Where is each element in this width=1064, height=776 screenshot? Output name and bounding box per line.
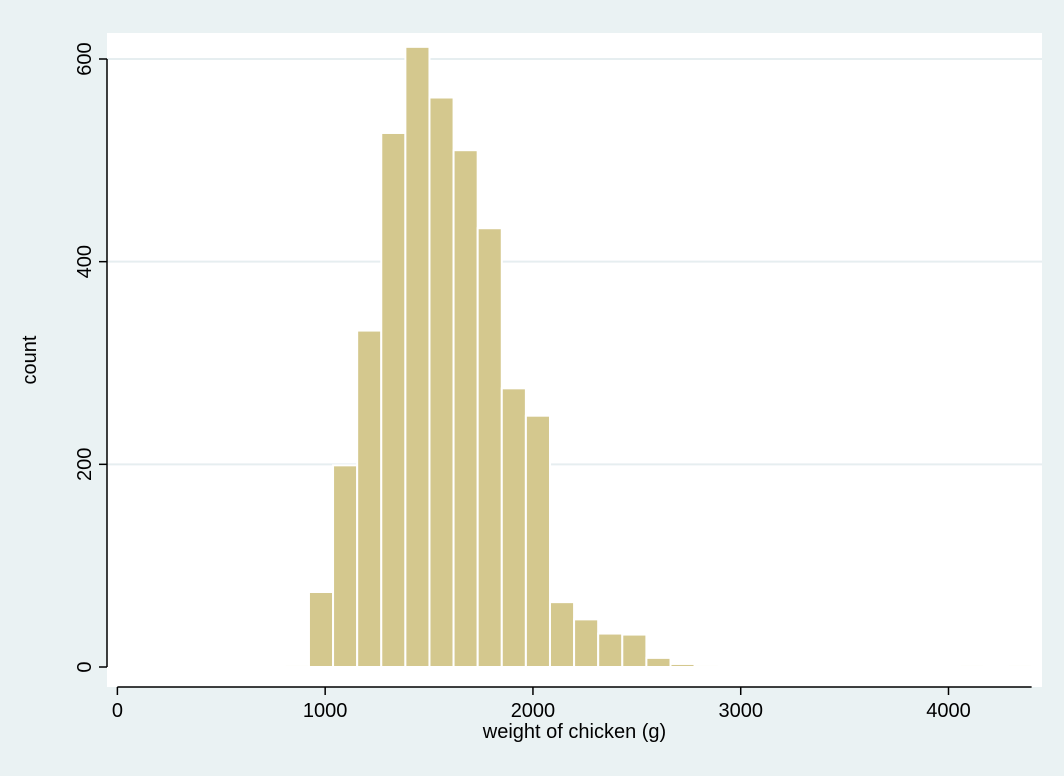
x-axis-label: weight of chicken (g) — [482, 721, 666, 743]
histogram-bar-0 — [186, 664, 213, 669]
histogram-bar-3 — [332, 464, 359, 669]
histogram-bar-12 — [548, 601, 576, 668]
y-tick-label-400: 400 — [74, 245, 96, 278]
histogram-bar-19 — [717, 664, 744, 669]
y-ticks: 0 200 400 600 — [74, 42, 107, 673]
y-tick-label-0: 0 — [74, 661, 96, 672]
histogram-bar-14 — [597, 632, 624, 668]
y-tick-label-600: 600 — [74, 42, 96, 75]
histogram-bar-9 — [476, 227, 503, 669]
histogram-bar-21 — [1006, 663, 1034, 668]
histogram-bar-5 — [380, 131, 407, 668]
histogram-bar-8 — [452, 149, 479, 668]
histogram-bar-10 — [500, 387, 527, 668]
axes — [106, 59, 1032, 688]
plot-area — [107, 33, 1042, 687]
x-ticks: 0 1000 2000 3000 4000 — [112, 687, 971, 722]
histogram-bar-20 — [958, 663, 985, 668]
x-tick-label-3000: 3000 — [718, 700, 763, 722]
histogram-bar-7 — [428, 96, 455, 669]
grid-lines — [107, 58, 1042, 466]
y-tick-label-200: 200 — [74, 448, 96, 481]
histogram-bar-6 — [404, 45, 431, 668]
histogram-bar-18 — [693, 663, 720, 668]
histogram-bar-11 — [524, 414, 551, 668]
bars — [186, 45, 1034, 669]
x-tick-label-4000: 4000 — [926, 700, 971, 722]
histogram-bar-4 — [356, 329, 383, 668]
x-tick-label-0: 0 — [112, 700, 123, 722]
y-axis-label: count — [19, 335, 41, 384]
histogram-bar-13 — [573, 618, 600, 669]
histogram-bar-17 — [669, 662, 696, 669]
histogram-bar-2 — [307, 591, 335, 668]
histogram-bar-16 — [645, 656, 672, 669]
x-tick-label-2000: 2000 — [511, 700, 556, 722]
histogram-bar-15 — [621, 633, 648, 668]
histogram-bar-1 — [283, 663, 310, 668]
x-tick-label-1000: 1000 — [303, 700, 348, 722]
